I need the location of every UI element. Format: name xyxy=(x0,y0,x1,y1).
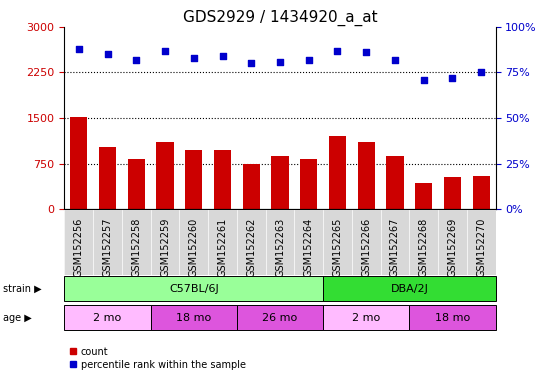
Point xyxy=(189,55,198,61)
Bar xyxy=(64,276,323,301)
Point xyxy=(74,46,83,52)
Bar xyxy=(473,177,490,209)
Bar xyxy=(386,156,404,209)
Bar xyxy=(151,305,237,330)
Point xyxy=(218,53,227,59)
Bar xyxy=(329,136,346,209)
Point xyxy=(247,60,256,66)
Point xyxy=(419,77,428,83)
Bar xyxy=(185,150,202,209)
Point xyxy=(161,48,170,54)
Legend: count, percentile rank within the sample: count, percentile rank within the sample xyxy=(69,347,246,369)
Bar xyxy=(128,159,145,209)
Title: GDS2929 / 1434920_a_at: GDS2929 / 1434920_a_at xyxy=(183,9,377,25)
Bar xyxy=(214,150,231,209)
Point xyxy=(276,58,284,65)
Bar xyxy=(323,305,409,330)
Point xyxy=(477,70,486,76)
Text: age ▶: age ▶ xyxy=(3,313,31,323)
Text: DBA/2J: DBA/2J xyxy=(390,284,428,294)
Bar xyxy=(99,147,116,209)
Bar xyxy=(156,142,174,209)
Point xyxy=(103,51,112,57)
Point xyxy=(390,56,399,63)
Bar xyxy=(237,305,323,330)
Point xyxy=(132,56,141,63)
Bar xyxy=(70,117,87,209)
Text: 18 mo: 18 mo xyxy=(435,313,470,323)
Bar xyxy=(444,177,461,209)
Text: 26 mo: 26 mo xyxy=(263,313,297,323)
Text: strain ▶: strain ▶ xyxy=(3,284,41,294)
Bar xyxy=(272,156,288,209)
Bar xyxy=(409,305,496,330)
Point xyxy=(333,48,342,54)
Point xyxy=(362,50,371,56)
Text: 2 mo: 2 mo xyxy=(94,313,122,323)
Bar xyxy=(64,305,151,330)
Text: 18 mo: 18 mo xyxy=(176,313,211,323)
Point xyxy=(448,75,457,81)
Bar xyxy=(415,183,432,209)
Text: 2 mo: 2 mo xyxy=(352,313,380,323)
Bar xyxy=(242,164,260,209)
Bar xyxy=(323,276,496,301)
Point xyxy=(304,56,313,63)
Bar xyxy=(358,142,375,209)
Bar xyxy=(300,159,318,209)
Text: C57BL/6J: C57BL/6J xyxy=(169,284,218,294)
